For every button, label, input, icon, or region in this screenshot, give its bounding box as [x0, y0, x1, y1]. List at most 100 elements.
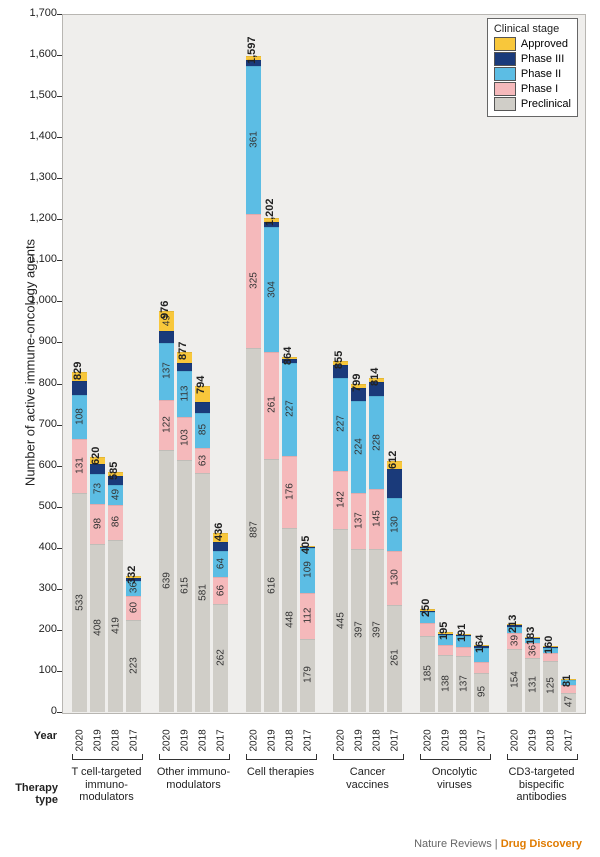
y-tick [57, 384, 62, 385]
bar-segment-label: 137 [161, 351, 172, 391]
bar-total-label: 814 [369, 367, 381, 385]
y-tick [57, 712, 62, 713]
bar-column [525, 14, 540, 712]
bar-segment-label: 64 [215, 544, 226, 584]
year-label: 2019 [527, 724, 538, 752]
y-tick [57, 137, 62, 138]
bar-total-label: 81 [561, 674, 573, 686]
therapy-type-label: Cancer vaccines [327, 766, 408, 791]
bar-column [369, 14, 384, 712]
y-tick-label: 1,400 [17, 130, 57, 142]
bar-segment-label: 113 [179, 373, 190, 413]
bar-segment [177, 363, 192, 371]
bar-segment-label: 887 [248, 509, 259, 549]
bar-total-label: 191 [456, 623, 468, 641]
bar-column [387, 14, 402, 712]
year-label: 2019 [440, 724, 451, 752]
year-label: 2020 [248, 724, 259, 752]
bar-segment-label: 138 [440, 663, 451, 703]
bar-segment-label: 227 [284, 389, 295, 429]
y-tick [57, 96, 62, 97]
year-label: 2017 [302, 724, 313, 752]
y-tick [57, 342, 62, 343]
legend-swatch [494, 52, 516, 66]
legend-label: Phase I [521, 83, 558, 95]
bar-segment-label: 109 [302, 550, 313, 590]
bar-total-label: 855 [333, 351, 345, 369]
bar-segment-label: 361 [248, 120, 259, 160]
year-label: 2020 [422, 724, 433, 752]
bar-column [561, 14, 576, 712]
y-tick [57, 466, 62, 467]
legend-label: Approved [521, 38, 568, 50]
y-tick [57, 507, 62, 508]
year-label: 2018 [197, 724, 208, 752]
year-label: 2018 [458, 724, 469, 752]
bar-total-label: 1,202 [264, 199, 276, 227]
legend-item: Phase III [494, 52, 571, 66]
year-label: 2018 [110, 724, 121, 752]
bar-total-label: 1,597 [246, 37, 258, 65]
bar-segment-label: 49 [110, 474, 121, 514]
bar-total-label: 183 [525, 627, 537, 645]
bar-segment-label: 103 [179, 418, 190, 458]
legend-label: Phase III [521, 53, 564, 65]
bar-segment-label: 304 [266, 269, 277, 309]
y-tick-label: 1,300 [17, 171, 57, 183]
year-label: 2019 [353, 724, 364, 752]
y-tick [57, 55, 62, 56]
footer-credit: Nature Reviews | Drug Discovery [414, 838, 582, 850]
year-label: 2020 [335, 724, 346, 752]
y-tick-label: 400 [17, 541, 57, 553]
bar-column [456, 14, 471, 712]
bar-segment-label: 228 [371, 422, 382, 462]
bar-total-label: 877 [177, 342, 189, 360]
group-bracket [72, 754, 143, 760]
year-label: 2020 [509, 724, 520, 752]
bar-segment-label: 223 [128, 646, 139, 686]
year-label: 2018 [371, 724, 382, 752]
bar-column [438, 14, 453, 712]
bar-total-label: 250 [420, 599, 432, 617]
legend-item: Phase I [494, 82, 571, 96]
bar-segment-label: 448 [284, 600, 295, 640]
bar-total-label: 436 [213, 523, 225, 541]
year-label: 2017 [389, 724, 400, 752]
bar-segment-label: 154 [509, 660, 520, 700]
legend-title: Clinical stage [494, 23, 571, 35]
bar-segment-label: 137 [353, 500, 364, 540]
bar-segment-label: 125 [545, 666, 556, 706]
year-label: 2017 [215, 724, 226, 752]
bar-segment [72, 381, 87, 395]
bar-segment-label: 145 [371, 499, 382, 539]
year-label: 2018 [545, 724, 556, 752]
y-tick-label: 500 [17, 500, 57, 512]
legend-label: Preclinical [521, 98, 571, 110]
bar-total-label: 405 [300, 535, 312, 553]
legend-swatch [494, 67, 516, 81]
bar-segment-label: 419 [110, 605, 121, 645]
legend: Clinical stageApprovedPhase IIIPhase IIP… [487, 18, 578, 117]
bar-segment-label: 615 [179, 565, 190, 605]
bar-segment-label: 533 [74, 582, 85, 622]
group-bracket [246, 754, 317, 760]
bar-segment-label: 112 [302, 595, 313, 635]
year-label: 2017 [476, 724, 487, 752]
y-tick-label: 100 [17, 664, 57, 676]
group-bracket [507, 754, 578, 760]
bar-column [351, 14, 366, 712]
y-tick-label: 700 [17, 418, 57, 430]
bar-total-label: 976 [159, 301, 171, 319]
bar-segment-label: 47 [563, 682, 574, 722]
bar-segment-label: 179 [302, 655, 313, 695]
bar-total-label: 160 [543, 636, 555, 654]
bar-total-label: 794 [195, 376, 207, 394]
bar-segment-label: 137 [458, 663, 469, 703]
bar-segment-label: 261 [389, 638, 400, 678]
y-tick [57, 589, 62, 590]
y-tick [57, 548, 62, 549]
bar-total-label: 620 [90, 447, 102, 465]
therapy-type-label: CD3-targeted bispecific antibodies [501, 766, 582, 804]
y-tick [57, 178, 62, 179]
bar-total-label: 864 [282, 347, 294, 365]
